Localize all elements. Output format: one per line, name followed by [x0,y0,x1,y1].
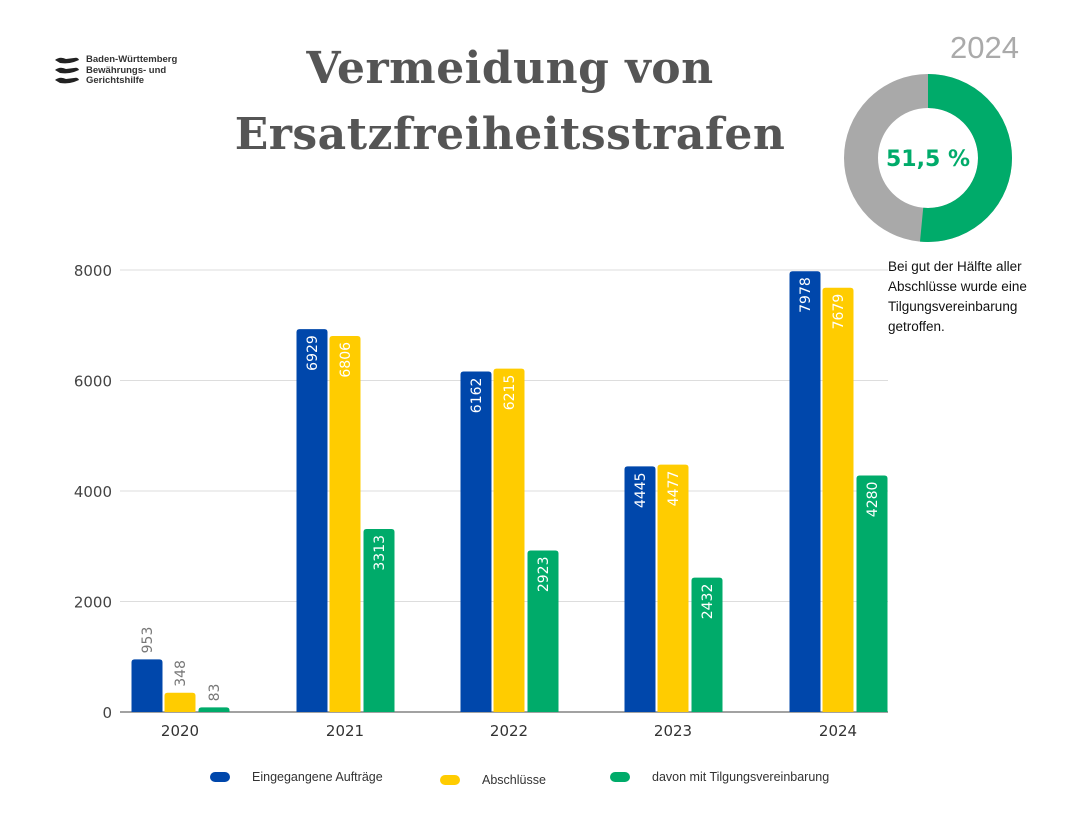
bar [296,329,328,712]
x-tick-label: 2022 [490,722,528,740]
y-tick-label: 0 [102,704,112,722]
legend-label: Abschlüsse [482,773,546,787]
bar [691,577,723,712]
data-label: 4280 [865,482,881,518]
data-label: 2923 [536,557,552,593]
bar [460,371,492,712]
bar [789,271,821,712]
y-tick-label: 8000 [74,262,112,280]
bar [493,368,525,712]
donut-chart: 51,5 % [844,74,1012,242]
legend-label: davon mit Tilgungsvereinbarung [652,770,830,784]
data-label: 6215 [502,375,518,411]
legend-item: davon mit Tilgungsvereinbarung [610,770,829,784]
bar [131,659,163,712]
bar [198,707,230,712]
legend-item: Abschlüsse [440,773,546,787]
legend-label: Eingegangene Aufträge [252,770,383,784]
page-title: Vermeidung von Ersatzfreiheitsstrafen [234,43,786,160]
x-tick-label: 2024 [819,722,857,740]
bar-chart: 0 2000 4000 6000 8000 2020 953 348 83 2021 6929 680… [74,262,888,740]
data-label: 953 [140,627,156,654]
y-tick-label: 6000 [74,373,112,391]
data-label: 6162 [469,378,485,414]
data-label: 2432 [700,584,716,620]
data-label: 6929 [305,335,321,371]
legend-swatch [210,772,230,782]
bar [363,528,395,712]
bar [164,692,196,712]
x-tick-label: 2021 [326,722,364,740]
bar [856,475,888,712]
x-tick-label: 2020 [161,722,199,740]
data-label: 83 [207,684,223,702]
data-label: 4477 [666,471,682,507]
coat-of-arms-lions-icon [55,57,79,84]
y-tick-label: 2000 [74,594,112,612]
bar [657,464,689,712]
data-label: 6806 [338,342,354,378]
data-label: 3313 [372,535,388,571]
bar [822,287,854,712]
logo-line: Bewährungs- und [86,64,167,76]
legend-item: Eingegangene Aufträge [210,770,383,784]
logo: Baden-Württemberg Bewährungs- und Gerich… [54,54,178,87]
bar [329,335,361,712]
bar [527,550,559,712]
y-tick-label: 4000 [74,483,112,501]
data-label: 4445 [633,472,649,508]
data-label: 7978 [798,277,814,313]
logo-line: Baden-Württemberg [86,54,178,65]
donut-filled-segment [844,74,1012,242]
donut-label: 51,5 % [886,147,970,172]
bar [624,466,656,712]
x-tick-label: 2023 [654,722,692,740]
data-label: 348 [173,660,189,687]
legend-swatch [610,772,630,782]
legend-swatch [440,775,460,785]
donut-year: 2024 [950,30,1019,65]
donut-note: Bei gut der Hälfte aller Abschlüsse wurd… [888,259,1027,334]
data-label: 7679 [831,294,847,330]
logo-line: Gerichtshilfe [86,75,145,86]
